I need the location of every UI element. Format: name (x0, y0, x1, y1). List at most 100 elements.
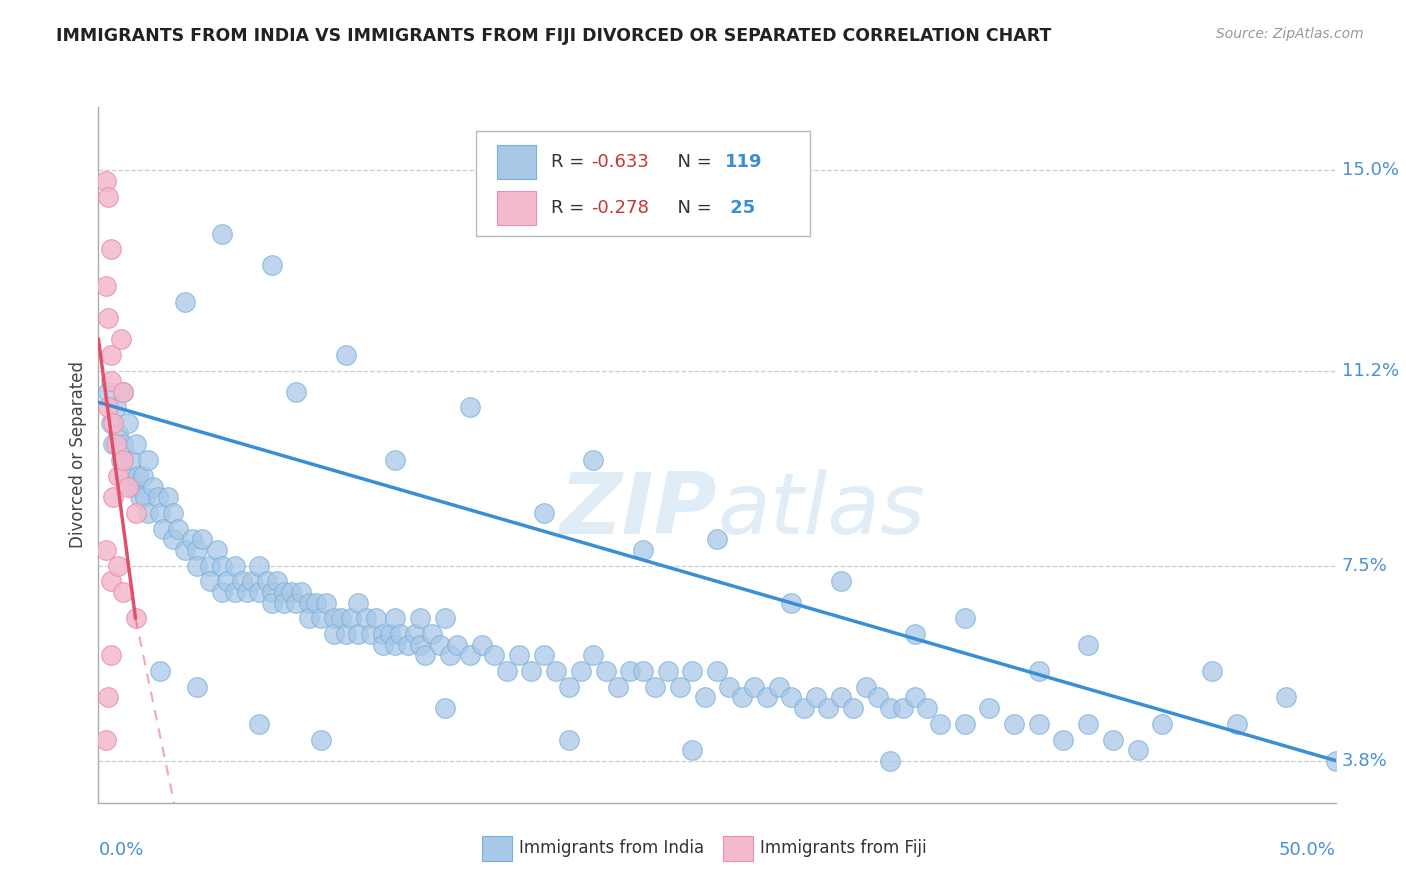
Point (104, 401, 127, 415)
Point (114, 469, 136, 483)
Point (669, 680, 692, 694)
Text: Immigrants from India: Immigrants from India (519, 839, 704, 857)
Point (315, 595, 337, 609)
Point (107, 469, 129, 483)
Point (413, 648, 436, 663)
Point (181, 533, 204, 547)
Point (134, 490, 156, 504)
FancyBboxPatch shape (723, 836, 754, 861)
Point (706, 664, 728, 678)
Point (156, 490, 179, 504)
Point (953, 716, 976, 731)
Point (112, 453, 135, 467)
Point (866, 690, 889, 705)
Point (471, 638, 494, 652)
Text: N =: N = (666, 199, 718, 217)
Point (224, 585, 246, 599)
Point (780, 690, 803, 705)
Point (1126, 743, 1149, 757)
Point (211, 585, 233, 599)
Point (520, 664, 543, 678)
Point (186, 558, 208, 573)
Point (718, 680, 741, 694)
FancyBboxPatch shape (475, 131, 810, 235)
Point (136, 506, 159, 520)
Point (384, 638, 406, 652)
Point (855, 680, 877, 694)
Point (290, 585, 312, 599)
Text: 0.0%: 0.0% (98, 841, 143, 859)
Point (236, 585, 259, 599)
Point (335, 627, 357, 641)
Text: 3.8%: 3.8% (1341, 752, 1388, 770)
Point (120, 453, 142, 467)
Point (142, 479, 165, 493)
Point (533, 506, 555, 520)
Point (1324, 754, 1347, 768)
Point (117, 417, 139, 431)
Point (127, 469, 149, 483)
FancyBboxPatch shape (482, 836, 512, 861)
Point (100, 243, 122, 257)
Point (1226, 716, 1249, 731)
Point (162, 533, 184, 547)
Point (309, 732, 332, 747)
Point (266, 574, 288, 589)
Point (619, 664, 641, 678)
FancyBboxPatch shape (496, 145, 537, 179)
Point (174, 542, 197, 557)
Point (879, 701, 901, 715)
Text: 11.2%: 11.2% (1341, 361, 1399, 380)
Point (582, 648, 605, 663)
Point (104, 437, 127, 451)
Point (103, 417, 125, 431)
Point (97, 310, 120, 325)
Point (1052, 732, 1074, 747)
Point (260, 595, 283, 609)
Point (433, 701, 456, 715)
Point (904, 690, 927, 705)
Point (804, 690, 827, 705)
Point (1152, 716, 1174, 731)
Text: ZIP: ZIP (560, 469, 717, 552)
Point (124, 611, 146, 625)
Point (607, 680, 630, 694)
Point (371, 638, 394, 652)
Point (305, 595, 328, 609)
Point (557, 732, 579, 747)
Point (149, 664, 172, 678)
Point (94, 279, 117, 293)
Point (107, 558, 129, 573)
Text: 119: 119 (724, 153, 762, 171)
Point (409, 611, 432, 625)
Point (97, 690, 120, 705)
Text: R =: R = (551, 153, 591, 171)
Point (380, 627, 402, 641)
Point (247, 558, 270, 573)
Point (247, 585, 270, 599)
Point (162, 506, 184, 520)
Point (706, 533, 728, 547)
Text: R =: R = (551, 199, 591, 217)
Point (280, 585, 302, 599)
Point (693, 690, 716, 705)
Point (1028, 664, 1050, 678)
Point (928, 716, 950, 731)
Text: Source: ZipAtlas.com: Source: ZipAtlas.com (1216, 27, 1364, 41)
Point (132, 469, 155, 483)
Point (458, 401, 481, 415)
Point (191, 533, 214, 547)
Point (211, 227, 233, 241)
Point (149, 506, 172, 520)
Point (129, 490, 152, 504)
Point (1102, 732, 1125, 747)
Point (273, 585, 295, 599)
Point (347, 595, 370, 609)
Point (285, 384, 308, 399)
Point (891, 701, 914, 715)
Point (256, 574, 278, 589)
Point (110, 332, 132, 346)
Point (557, 680, 579, 694)
Point (231, 574, 253, 589)
Point (439, 648, 461, 663)
